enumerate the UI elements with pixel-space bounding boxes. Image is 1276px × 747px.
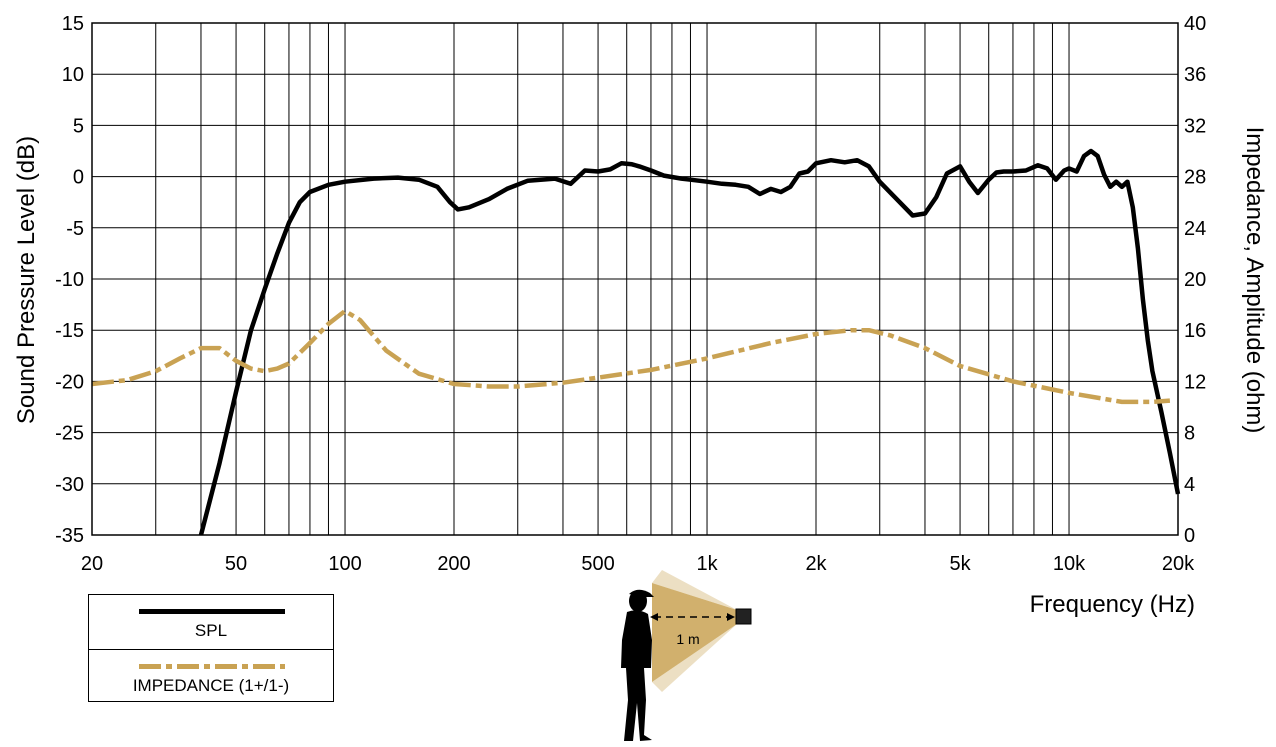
y2-tick-label: 0 [1184,525,1195,547]
x-tick-label: 5k [949,553,971,575]
y-tick-label: 10 [62,64,84,86]
y-axis-ticks: 15 10 5 0 -5 -10 -15 -20 -25 -30 -35 [55,13,84,547]
x-axis-title: Frequency (Hz) [1030,591,1195,618]
y-tick-label: -35 [55,525,84,547]
y2-tick-label: 8 [1184,423,1195,445]
plot-frame [91,22,1179,536]
legend-label-impedance: IMPEDANCE (1+/1-) [132,676,290,695]
person-silhouette-icon [621,589,654,741]
legend-swatch-impedance [139,664,285,669]
y2-tick-label: 40 [1184,13,1206,35]
y-tick-label: -30 [55,474,84,496]
y-tick-label: 15 [62,13,84,35]
y-axis-title: Sound Pressure Level (dB) [13,136,40,424]
y-tick-label: 0 [73,167,84,189]
x-tick-label: 1k [696,553,718,575]
y-tick-label: -15 [55,320,84,342]
y2-tick-label: 12 [1184,371,1206,393]
y-tick-label: 5 [73,115,84,137]
sound-cone-fade [652,570,737,610]
y2-tick-label: 32 [1184,115,1206,137]
legend-item-impedance: IMPEDANCE (1+/1-) [89,649,333,704]
speaker-icon [735,608,752,625]
chart-series [91,148,1181,536]
x-tick-label: 200 [437,553,470,575]
chart-grid [92,23,1178,535]
y2-tick-label: 4 [1184,474,1195,496]
y-tick-label: -20 [55,371,84,393]
x-axis-ticks: 20 50 100 200 500 1k 2k 5k 10k 20k [81,553,1195,575]
series-line-spl [198,148,1181,536]
x-tick-label: 100 [328,553,361,575]
y2-tick-label: 20 [1184,269,1206,291]
x-tick-label: 500 [581,553,614,575]
y2-tick-label: 16 [1184,320,1206,342]
y-tick-label: -10 [55,269,84,291]
y2-tick-label: 24 [1184,218,1206,240]
x-tick-label: 20k [1162,553,1195,575]
y2-tick-label: 28 [1184,167,1206,189]
legend-label-spl: SPL [194,621,228,640]
distance-label: 1 m [676,631,699,647]
legend-swatch-spl [139,609,285,614]
y-tick-label: -5 [66,218,84,240]
chart-legend: SPL IMPEDANCE (1+/1-) [88,594,334,702]
legend-item-spl: SPL [89,595,333,649]
y2-tick-label: 36 [1184,64,1206,86]
x-tick-label: 10k [1053,553,1086,575]
x-tick-label: 2k [805,553,827,575]
sound-cone [652,583,737,682]
series-line-impedance [91,308,1171,405]
x-tick-label: 20 [81,553,103,575]
measurement-illustration: 1 m [621,570,752,741]
y-tick-label: -25 [55,423,84,445]
x-tick-label: 50 [225,553,247,575]
y2-axis-title: Impedance, Amplitude (ohm) [1241,127,1268,434]
